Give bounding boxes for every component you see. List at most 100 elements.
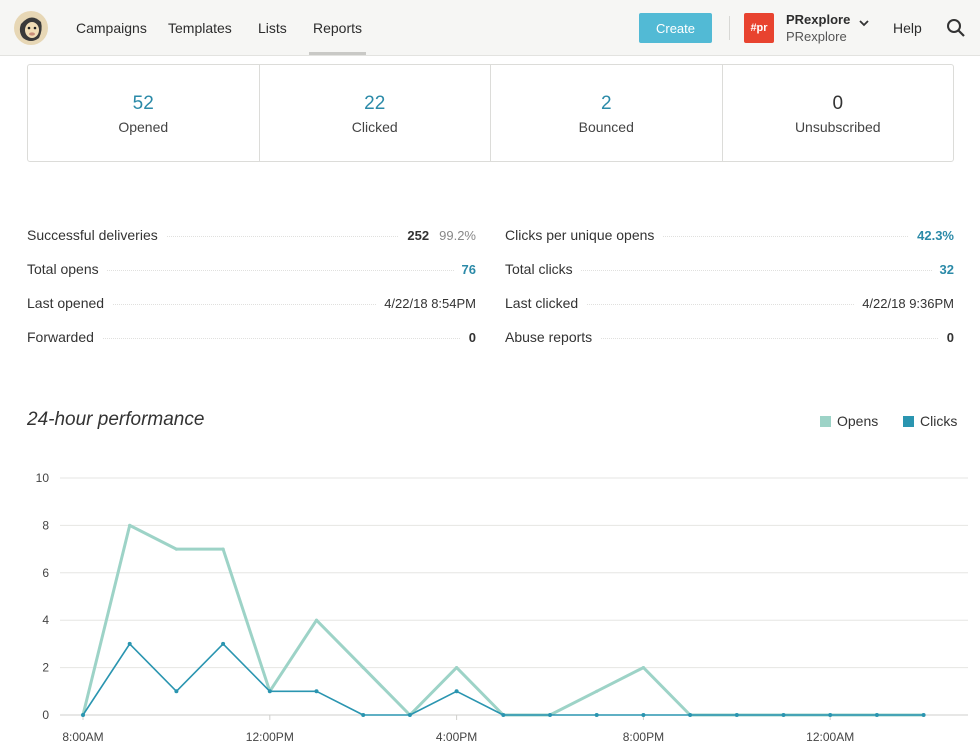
x-tick-label: 8:00PM <box>623 730 664 744</box>
metric-label: Abuse reports <box>505 329 601 345</box>
metric-label: Total opens <box>27 261 107 277</box>
nav-templates[interactable]: Templates <box>168 20 232 36</box>
legend-label: Clicks <box>920 413 958 429</box>
data-point-opens <box>221 547 225 551</box>
y-tick-label: 6 <box>42 566 49 580</box>
search-icon[interactable] <box>946 18 966 38</box>
legend-opens[interactable]: Opens <box>820 413 878 429</box>
data-point-clicks <box>874 713 879 717</box>
create-button[interactable]: Create <box>639 13 712 43</box>
chevron-down-icon[interactable] <box>858 17 870 29</box>
data-point-clicks <box>127 641 132 646</box>
metric-value: 0 <box>938 329 954 345</box>
data-point-clicks <box>688 713 693 717</box>
data-point-clicks <box>921 713 926 717</box>
metric-label: Last clicked <box>505 295 587 311</box>
metric-value: 252 99.2% <box>399 227 476 243</box>
metric-leader <box>505 236 954 237</box>
metric-leader <box>27 338 476 339</box>
metric-row: Successful deliveries 252 99.2% <box>27 218 476 252</box>
data-point-clicks <box>828 713 833 717</box>
metric-label: Clicks per unique opens <box>505 227 663 243</box>
x-tick-label: 4:00PM <box>436 730 477 744</box>
metric-value-link[interactable]: 32 <box>931 261 954 277</box>
data-point-clicks <box>781 713 786 717</box>
data-point-opens <box>314 618 319 622</box>
data-point-clicks <box>548 713 552 717</box>
summary-stats: 52 Opened 22 Clicked 2 Bounced 0 Unsubsc… <box>27 64 954 162</box>
y-tick-label: 8 <box>42 518 49 532</box>
stat-label: Opened <box>118 119 169 135</box>
data-point-opens <box>641 666 646 670</box>
metric-percent: 99.2% <box>439 227 476 243</box>
legend-label: Opens <box>837 413 879 429</box>
metric-value: 4/22/18 8:54PM <box>376 295 476 311</box>
metric-label: Total clicks <box>505 261 581 277</box>
y-tick-label: 4 <box>42 613 49 627</box>
legend-clicks[interactable]: Clicks <box>903 413 957 429</box>
data-point-clicks <box>594 713 599 717</box>
stat-value: 0 <box>832 93 844 114</box>
metric-row: Last opened 4/22/18 8:54PM <box>27 286 476 320</box>
nav-lists[interactable]: Lists <box>258 20 287 36</box>
data-point-clicks <box>454 689 459 694</box>
data-point-clicks <box>641 713 646 717</box>
metric-row: Last clicked 4/22/18 9:36PM <box>505 286 954 320</box>
data-point-clicks <box>314 689 319 694</box>
metric-value: 4/22/18 9:36PM <box>854 295 954 311</box>
chart-title: 24-hour performance <box>27 409 205 430</box>
stat-bounced[interactable]: 2 Bounced <box>491 65 723 161</box>
metric-row: Total clicks 32 <box>505 252 954 286</box>
metric-value: 0 <box>460 329 476 345</box>
data-point-clicks <box>221 641 226 646</box>
y-tick-label: 2 <box>42 661 49 675</box>
account-name[interactable]: PRexplore <box>786 12 851 27</box>
metric-label: Last opened <box>27 295 113 311</box>
data-point-clicks <box>81 713 85 717</box>
performance-chart: 0 2 4 6 8 10 8:00AM 12:00PM 4:00PM 8:00PM 12:00AM <box>36 471 968 744</box>
stat-unsubscribed: 0 Unsubscribed <box>723 65 954 161</box>
data-point-opens <box>361 666 365 670</box>
metric-label: Successful deliveries <box>27 227 166 243</box>
stat-value: 52 <box>132 93 154 114</box>
nav-reports[interactable]: Reports <box>308 20 367 55</box>
data-point-clicks <box>267 689 272 694</box>
metric-row: Clicks per unique opens 42.3% <box>505 218 954 252</box>
account-subname: PRexplore <box>786 29 847 44</box>
help-link[interactable]: Help <box>893 20 922 36</box>
metric-leader <box>505 270 954 271</box>
data-point-opens <box>174 547 178 551</box>
metric-value-link[interactable]: 76 <box>453 261 476 277</box>
metric-leader <box>27 304 476 305</box>
account-avatar[interactable]: #pr <box>744 13 774 43</box>
metrics-left: Successful deliveries 252 99.2% Total ope… <box>27 218 476 354</box>
metric-label: Forwarded <box>27 329 102 345</box>
metric-leader <box>505 304 954 305</box>
metric-leader <box>27 236 476 237</box>
mailchimp-logo-icon[interactable] <box>13 10 49 46</box>
metric-row: Total opens 76 <box>27 252 476 286</box>
data-point-clicks <box>407 713 412 717</box>
metrics-right: Clicks per unique opens 42.3% Total clic… <box>505 218 954 354</box>
data-point-opens <box>455 666 459 670</box>
stat-clicked[interactable]: 22 Clicked <box>260 65 491 161</box>
stat-label: Bounced <box>578 119 634 135</box>
stat-value: 22 <box>364 93 386 114</box>
data-point-clicks <box>361 713 366 717</box>
y-tick-label: 0 <box>42 708 49 722</box>
data-point-clicks <box>734 713 739 717</box>
data-point-clicks <box>174 689 179 694</box>
data-point-opens <box>128 523 132 527</box>
x-tick-label: 12:00AM <box>806 730 854 744</box>
series-line-clicks <box>82 643 924 716</box>
nav-campaigns[interactable]: Campaigns <box>76 20 147 36</box>
nav-divider <box>729 16 730 40</box>
stat-opened[interactable]: 52 Opened <box>28 65 260 161</box>
metric-count: 252 <box>407 227 430 243</box>
y-tick-label: 10 <box>36 471 50 485</box>
x-tick-label: 12:00PM <box>246 730 294 744</box>
x-tick-label: 8:00AM <box>62 730 103 744</box>
metric-leader <box>27 270 476 271</box>
metric-row: Forwarded 0 <box>27 320 476 354</box>
metric-value-link[interactable]: 42.3% <box>909 227 954 243</box>
